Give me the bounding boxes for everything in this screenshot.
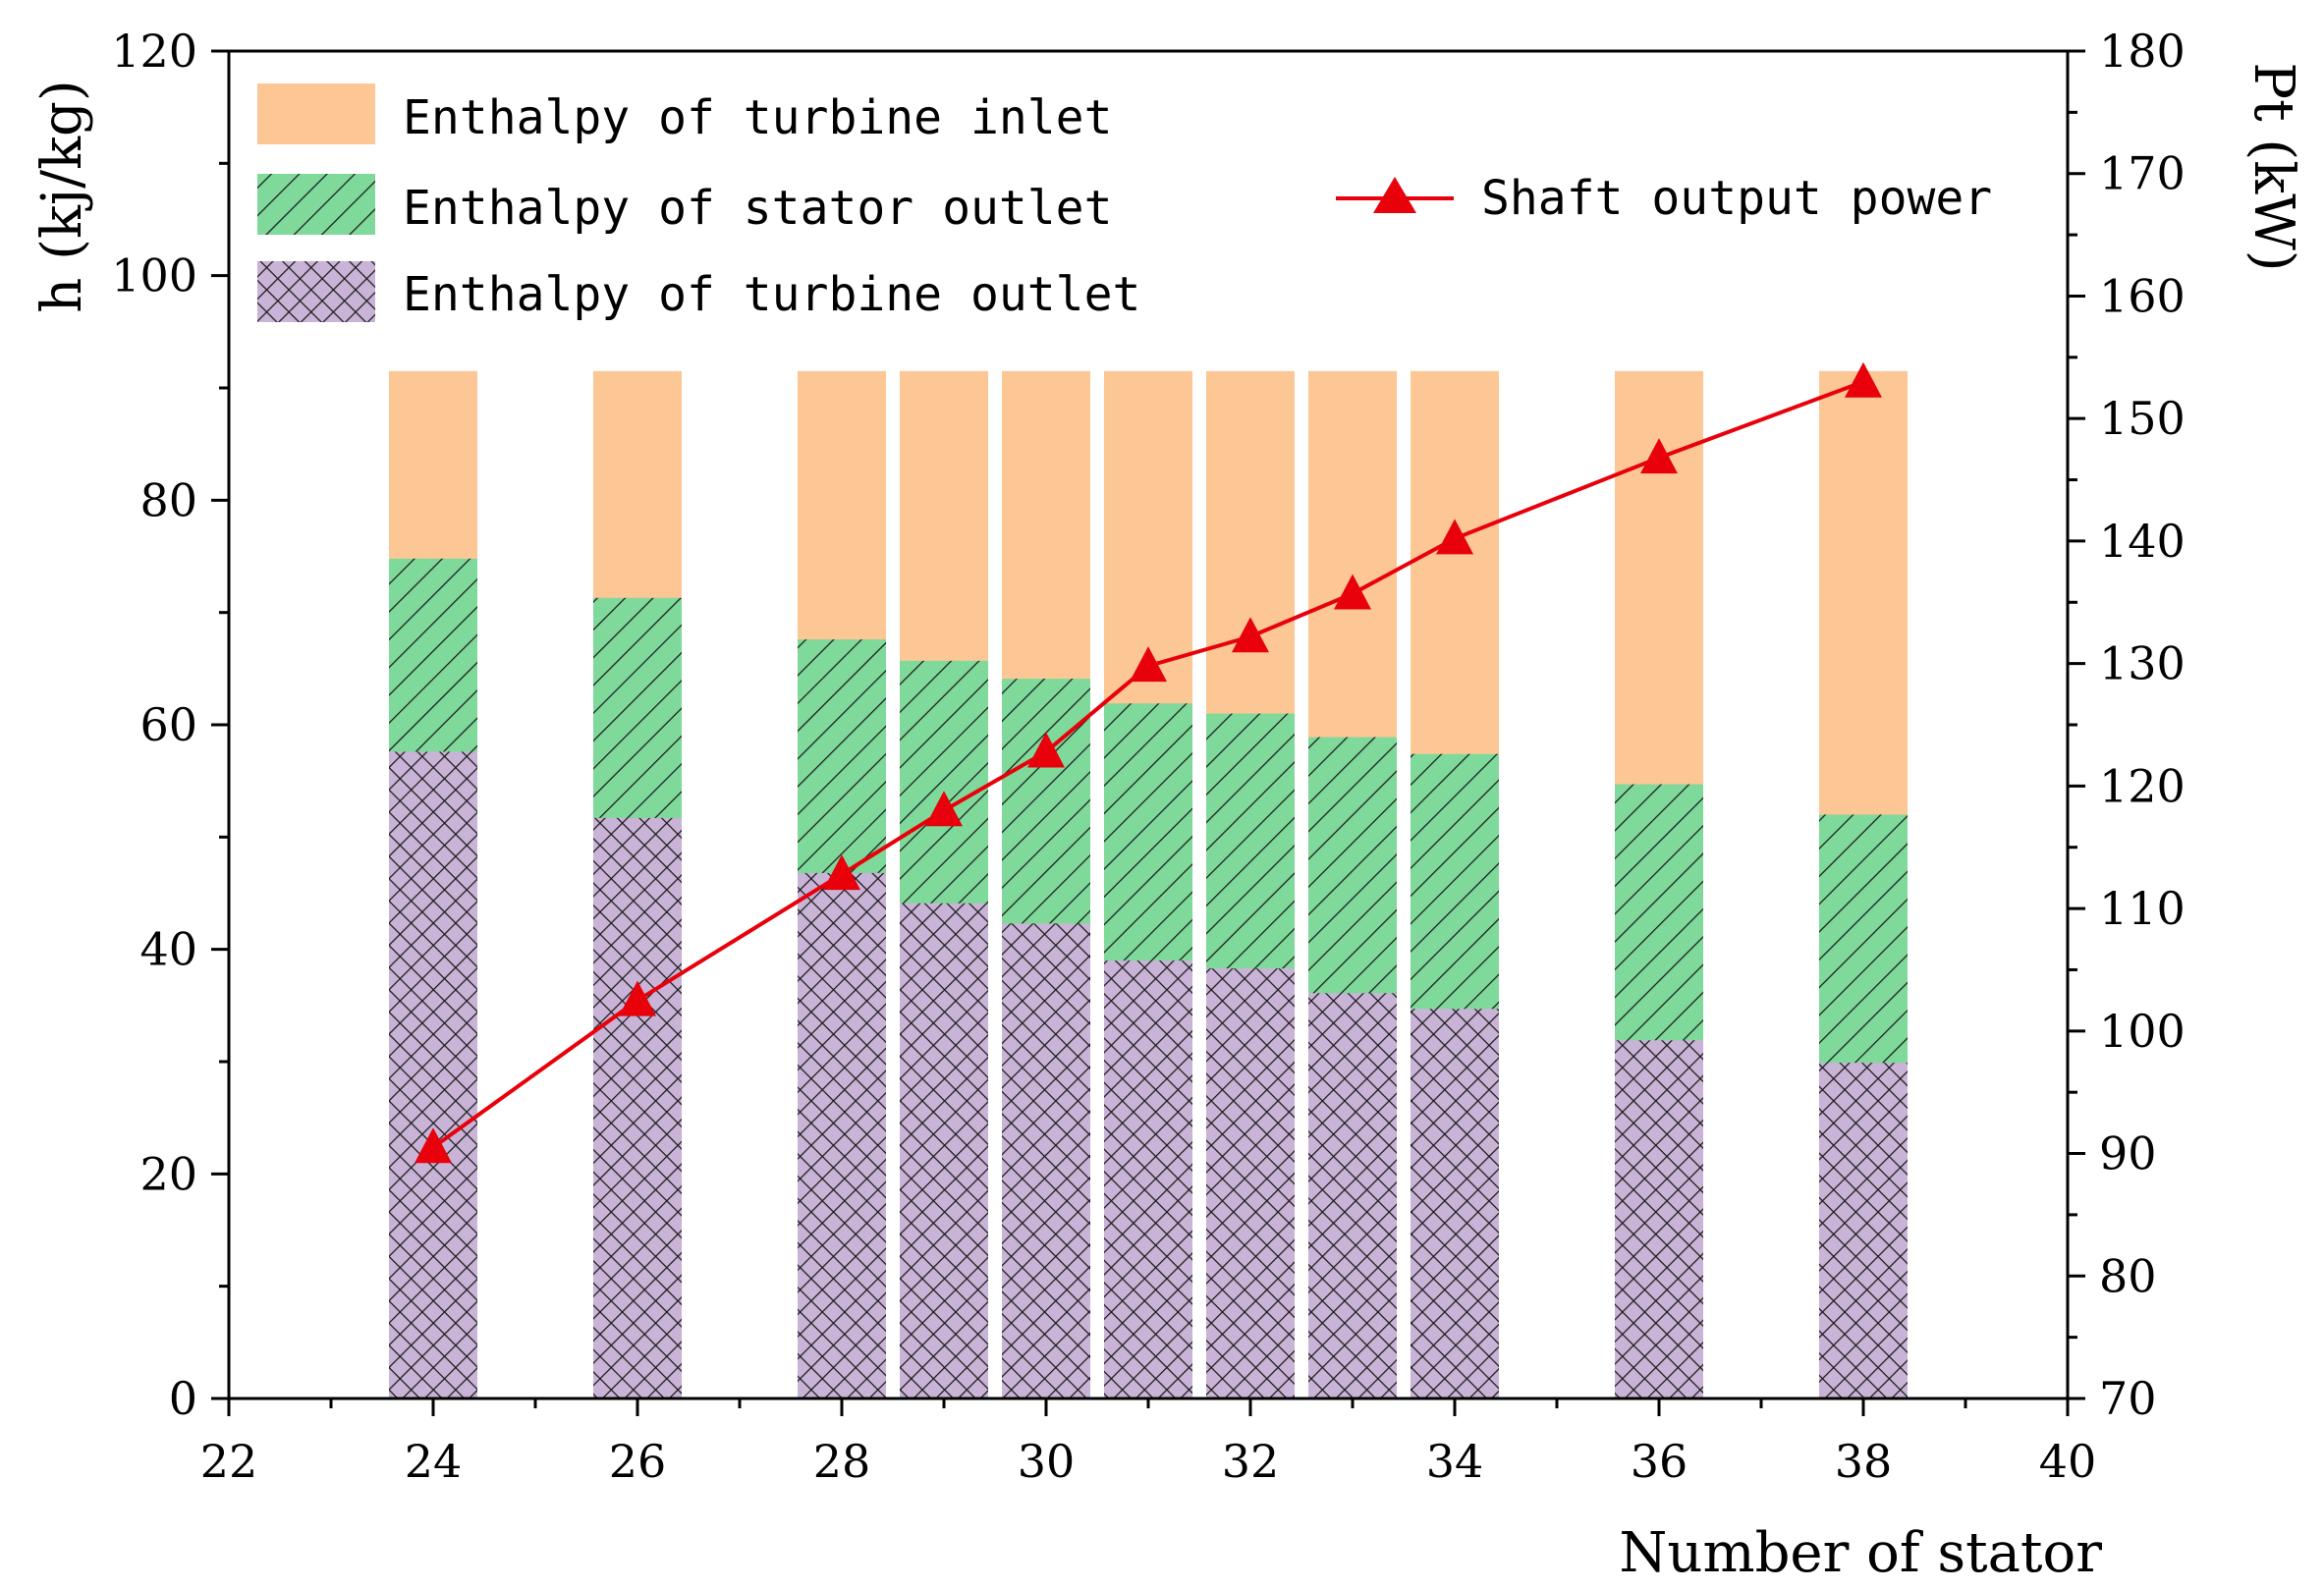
bar-turbine-outlet-29 <box>900 903 988 1398</box>
legend: Enthalpy of turbine inlet Enthalpy of st… <box>257 83 1992 322</box>
bar-turbine-outlet-28 <box>798 872 886 1398</box>
power-marker-26 <box>619 980 656 1016</box>
y-tick-label: 120 <box>111 25 197 78</box>
bar-turbine-outlet-36 <box>1615 1040 1703 1398</box>
power-marker-38 <box>1845 361 1882 398</box>
x-tick-label: 34 <box>1426 1435 1484 1488</box>
x-tick-label: 24 <box>405 1435 463 1488</box>
x-tick-label: 26 <box>609 1435 667 1488</box>
y2-tick-label: 110 <box>2099 882 2186 935</box>
x-tick-label: 28 <box>813 1435 871 1488</box>
x-tick-label: 32 <box>1222 1435 1280 1488</box>
legend-label-shaft-power: Shaft output power <box>1481 171 1992 226</box>
x-tick-label: 38 <box>1835 1435 1893 1488</box>
y2-tick-label: 100 <box>2099 1005 2186 1058</box>
y-tick-label: 80 <box>139 473 197 526</box>
y2-axis-title: Pt (kW) <box>2241 62 2305 271</box>
power-marker-32 <box>1232 617 1269 653</box>
y-tick-label: 60 <box>139 698 197 751</box>
y-tick-label: 40 <box>139 923 197 976</box>
legend-marker-shaft-power <box>1373 177 1416 213</box>
bar-turbine-outlet-26 <box>593 817 682 1398</box>
bar-turbine-outlet-32 <box>1206 968 1295 1398</box>
power-marker-31 <box>1130 646 1167 683</box>
bar-turbine-outlet-34 <box>1411 1009 1499 1398</box>
bar-turbine-outlet-24 <box>389 751 477 1398</box>
bar-turbine-outlet-31 <box>1104 960 1192 1398</box>
power-marker-30 <box>1027 732 1065 768</box>
legend-label-turbine-inlet: Enthalpy of turbine inlet <box>403 90 1112 145</box>
y-tick-label: 20 <box>139 1147 197 1200</box>
power-marker-28 <box>823 854 860 891</box>
legend-swatch-turbine-inlet <box>257 83 375 144</box>
power-marker-24 <box>415 1127 452 1164</box>
y-axis-title: h (kj/kg) <box>30 80 94 313</box>
y2-tick-label: 70 <box>2099 1372 2157 1425</box>
x-tick-label: 36 <box>1631 1435 1688 1488</box>
power-marker-34 <box>1436 519 1473 555</box>
legend-swatch-turbine-outlet <box>257 261 375 322</box>
y2-tick-label: 120 <box>2099 759 2186 812</box>
power-marker-36 <box>1640 438 1678 474</box>
bars-layer <box>389 370 1908 1399</box>
y2-tick-label: 130 <box>2099 637 2186 690</box>
y2-tick-label: 180 <box>2099 25 2186 78</box>
bar-turbine-outlet-33 <box>1308 993 1397 1398</box>
x-tick-label: 22 <box>200 1435 258 1488</box>
y-tick-label: 100 <box>111 249 197 302</box>
y2-tick-label: 170 <box>2099 147 2186 200</box>
y2-tick-label: 150 <box>2099 392 2186 445</box>
y2-tick-label: 160 <box>2099 269 2186 322</box>
power-line-layer <box>415 361 1882 1164</box>
y2-tick-label: 140 <box>2099 515 2186 568</box>
legend-swatch-stator-outlet <box>257 174 375 235</box>
bar-turbine-outlet-30 <box>1002 923 1090 1398</box>
y2-tick-label: 90 <box>2099 1127 2157 1180</box>
axes-layer: 22 24 26 28 30 32 34 36 38 40 0 20 40 60 80 100 120 70 80 9… <box>111 25 2186 1488</box>
power-marker-33 <box>1334 574 1371 610</box>
y-tick-label: 0 <box>169 1372 197 1425</box>
bar-turbine-outlet-38 <box>1819 1063 1908 1398</box>
y2-tick-label: 80 <box>2099 1249 2157 1302</box>
legend-label-turbine-outlet: Enthalpy of turbine outlet <box>403 267 1140 322</box>
legend-label-stator-outlet: Enthalpy of stator outlet <box>403 181 1112 236</box>
x-tick-label: 40 <box>2039 1435 2097 1488</box>
power-marker-29 <box>925 791 963 827</box>
x-tick-label: 30 <box>1018 1435 1076 1488</box>
x-axis-title: Number of stator <box>1619 1521 2102 1585</box>
